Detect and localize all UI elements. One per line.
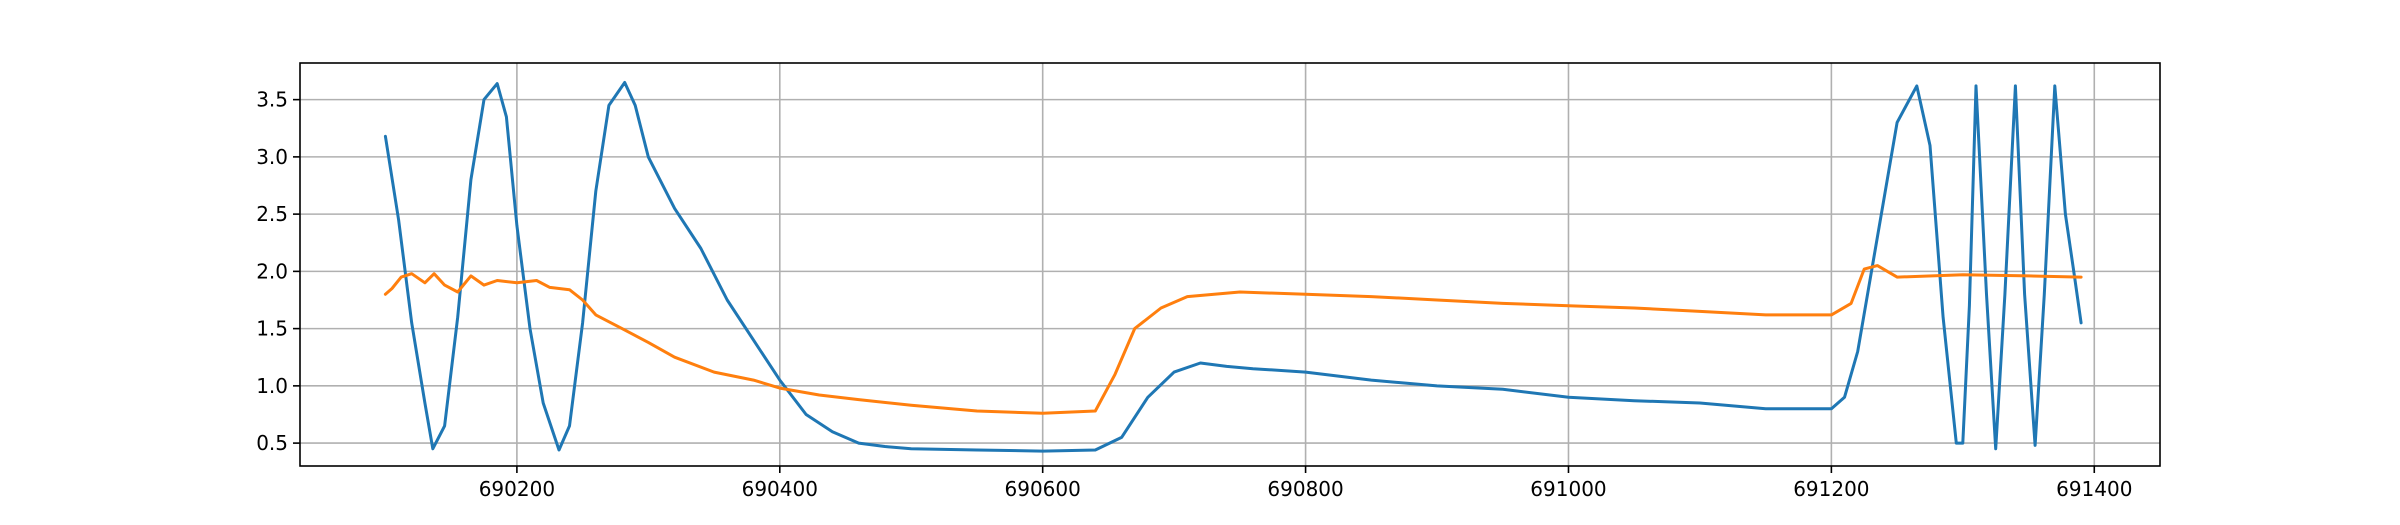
y-tick-label: 2.5	[256, 202, 288, 226]
plot-background	[300, 63, 2160, 466]
series-lines	[383, 81, 2083, 453]
series-line-2	[383, 264, 2083, 415]
y-tick-label: 0.5	[256, 431, 288, 455]
y-tick-label: 2.0	[256, 259, 288, 283]
x-tick-label: 690200	[479, 477, 555, 501]
plot-frame	[299, 62, 2161, 467]
x-tick-label: 691000	[1530, 477, 1606, 501]
y-tick-label: 1.5	[256, 317, 288, 341]
series-line-1	[383, 81, 2083, 453]
y-tick-label: 3.0	[256, 145, 288, 169]
y-tick-label: 3.5	[256, 88, 288, 112]
gridlines	[300, 63, 2160, 466]
y-axis: 0.5 1.0 1.5 2.0 2.5 3.0 3.5	[256, 88, 300, 455]
x-tick-label: 690800	[1267, 477, 1343, 501]
x-tick-label: 690600	[1005, 477, 1081, 501]
x-axis: 690200 690400 690600 690800 691000 691200 6914…	[479, 466, 2132, 501]
x-tick-label: 691400	[2056, 477, 2132, 501]
x-tick-label: 691200	[1793, 477, 1869, 501]
y-tick-label: 1.0	[256, 374, 288, 398]
x-tick-label: 690400	[742, 477, 818, 501]
